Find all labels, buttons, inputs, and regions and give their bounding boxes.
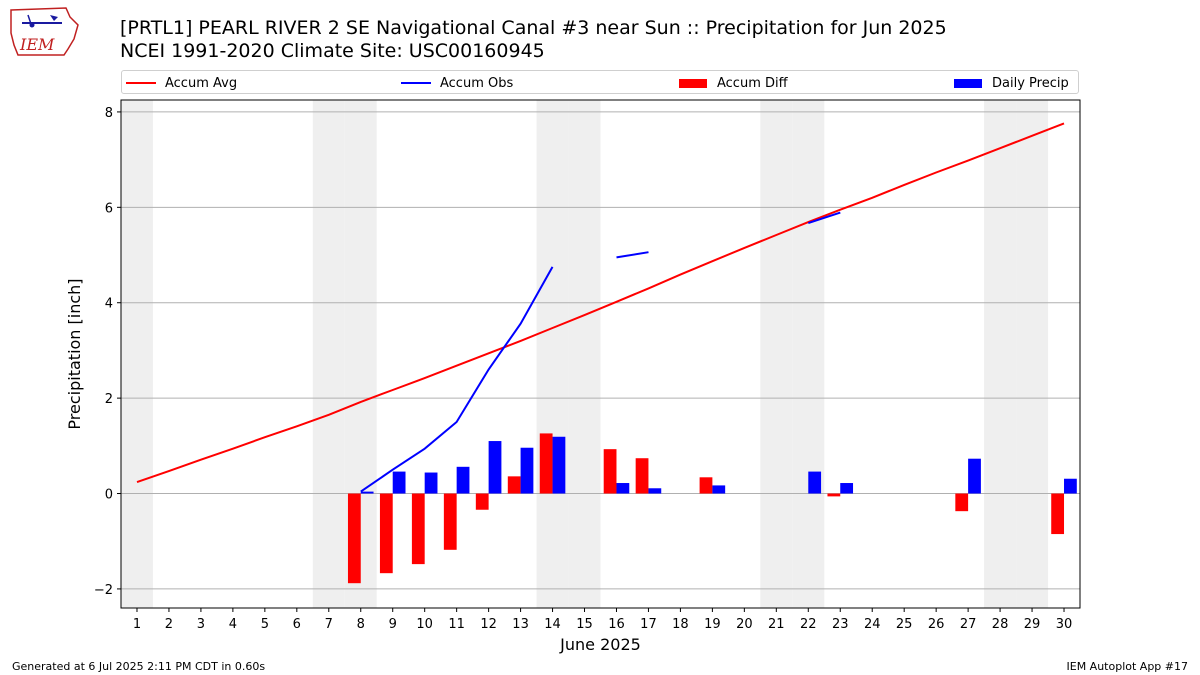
bar-accum-diff bbox=[1051, 493, 1065, 535]
bar-daily-precip bbox=[1064, 478, 1077, 494]
bar-accum-diff bbox=[699, 477, 713, 494]
x-tick-label: 4 bbox=[229, 617, 237, 632]
generated-timestamp: Generated at 6 Jul 2025 2:11 PM CDT in 0… bbox=[12, 660, 266, 673]
bar-daily-precip bbox=[360, 491, 374, 494]
y-tick-label: 6 bbox=[105, 201, 113, 216]
x-tick-label: 18 bbox=[672, 617, 689, 632]
bar-accum-diff bbox=[603, 449, 617, 494]
bar-daily-precip bbox=[648, 488, 662, 494]
bar-accum-diff bbox=[635, 458, 649, 494]
x-tick-label: 21 bbox=[768, 617, 785, 632]
bar-daily-precip bbox=[808, 471, 822, 494]
bar-daily-precip bbox=[552, 436, 566, 494]
bar-daily-precip bbox=[712, 485, 726, 494]
weekend-shade bbox=[121, 100, 153, 608]
bar-accum-diff bbox=[955, 493, 969, 512]
x-tick-label: 30 bbox=[1056, 617, 1073, 632]
legend-swatch-daily-precip bbox=[954, 78, 982, 88]
x-tick-label: 20 bbox=[736, 617, 753, 632]
logo-text: IEM bbox=[19, 35, 55, 54]
bar-daily-precip bbox=[424, 472, 438, 494]
y-axis-label: Precipitation [inch] bbox=[65, 278, 84, 429]
bar-daily-precip bbox=[968, 458, 981, 494]
iem-logo: IEM bbox=[10, 7, 79, 56]
x-tick-label: 15 bbox=[576, 617, 593, 632]
x-tick-label: 17 bbox=[640, 617, 657, 632]
bar-daily-precip bbox=[456, 466, 470, 494]
legend-label-accum-diff: Accum Diff bbox=[717, 75, 788, 91]
weekend-shade bbox=[536, 100, 569, 608]
legend-label-accum-avg: Accum Avg bbox=[165, 75, 238, 91]
legend-label-daily-precip: Daily Precip bbox=[992, 75, 1069, 91]
x-tick-label: 23 bbox=[832, 617, 849, 632]
weekend-shade bbox=[984, 100, 1017, 608]
x-tick-label: 7 bbox=[325, 617, 333, 632]
bar-accum-diff bbox=[827, 493, 841, 497]
legend-item-accum-avg: Accum Avg bbox=[126, 73, 237, 93]
x-tick-label: 24 bbox=[864, 617, 881, 632]
bar-accum-diff bbox=[475, 493, 489, 510]
weekend-shade bbox=[1016, 100, 1049, 608]
bar-accum-diff bbox=[507, 476, 521, 494]
weekend-shade bbox=[312, 100, 345, 608]
legend-swatch-accum-diff bbox=[679, 78, 707, 88]
line-accum-obs bbox=[360, 266, 554, 493]
weekend-shade bbox=[792, 100, 825, 608]
x-tick-label: 3 bbox=[197, 617, 205, 632]
weekend-shade bbox=[760, 100, 793, 608]
chart-subtitle: NCEI 1991-2020 Climate Site: USC00160945 bbox=[120, 40, 545, 62]
legend-item-accum-obs: Accum Obs bbox=[401, 73, 513, 93]
line-accum-avg bbox=[136, 122, 1065, 484]
x-tick-label: 2 bbox=[165, 617, 173, 632]
bar-daily-precip bbox=[392, 471, 406, 494]
legend-item-accum-diff: Accum Diff bbox=[679, 73, 788, 93]
legend-swatch-accum-avg bbox=[126, 82, 156, 84]
legend-swatch-accum-obs bbox=[401, 82, 431, 84]
bar-accum-diff bbox=[347, 493, 361, 584]
x-tick-label: 11 bbox=[448, 617, 465, 632]
x-tick-label: 6 bbox=[293, 617, 301, 632]
bar-accum-diff bbox=[379, 493, 393, 574]
legend-label-accum-obs: Accum Obs bbox=[440, 75, 514, 91]
x-tick-label: 16 bbox=[608, 617, 625, 632]
plot-frame bbox=[120, 99, 1081, 609]
x-tick-label: 13 bbox=[512, 617, 529, 632]
x-axis-label: June 2025 bbox=[559, 635, 641, 654]
bar-accum-diff bbox=[539, 433, 553, 494]
bar-daily-precip bbox=[840, 483, 854, 494]
y-tick-label: 0 bbox=[105, 488, 113, 503]
x-tick-label: 19 bbox=[704, 617, 721, 632]
legend-item-daily-precip: Daily Precip bbox=[954, 73, 1069, 93]
y-tick-label: −2 bbox=[94, 583, 113, 598]
y-tick-label: 2 bbox=[105, 392, 113, 407]
x-tick-label: 14 bbox=[544, 617, 561, 632]
x-tick-label: 5 bbox=[261, 617, 269, 632]
x-tick-label: 28 bbox=[992, 617, 1009, 632]
x-tick-label: 29 bbox=[1024, 617, 1041, 632]
x-tick-label: 1 bbox=[133, 617, 141, 632]
bar-daily-precip bbox=[520, 447, 534, 494]
line-accum-obs bbox=[616, 251, 649, 259]
x-tick-label: 12 bbox=[480, 617, 497, 632]
x-tick-label: 22 bbox=[800, 617, 817, 632]
weekend-shade bbox=[568, 100, 601, 608]
line-accum-obs bbox=[807, 211, 841, 225]
x-tick-label: 10 bbox=[416, 617, 433, 632]
bar-accum-diff bbox=[411, 493, 425, 565]
x-tick-label: 8 bbox=[357, 617, 365, 632]
y-tick-label: 8 bbox=[105, 106, 113, 121]
app-label: IEM Autoplot App #17 bbox=[1066, 660, 1189, 673]
chart-title: [PRTL1] PEARL RIVER 2 SE Navigational Ca… bbox=[120, 17, 947, 39]
bar-daily-precip bbox=[616, 483, 630, 494]
y-tick-label: 4 bbox=[105, 297, 113, 312]
x-tick-label: 26 bbox=[928, 617, 945, 632]
x-tick-label: 27 bbox=[960, 617, 977, 632]
chart-legend: Accum Avg Accum Obs Accum Diff Daily Pre… bbox=[121, 70, 1079, 94]
bar-accum-diff bbox=[443, 493, 457, 550]
x-tick-label: 25 bbox=[896, 617, 913, 632]
x-tick-label: 9 bbox=[389, 617, 397, 632]
bar-daily-precip bbox=[488, 441, 502, 494]
